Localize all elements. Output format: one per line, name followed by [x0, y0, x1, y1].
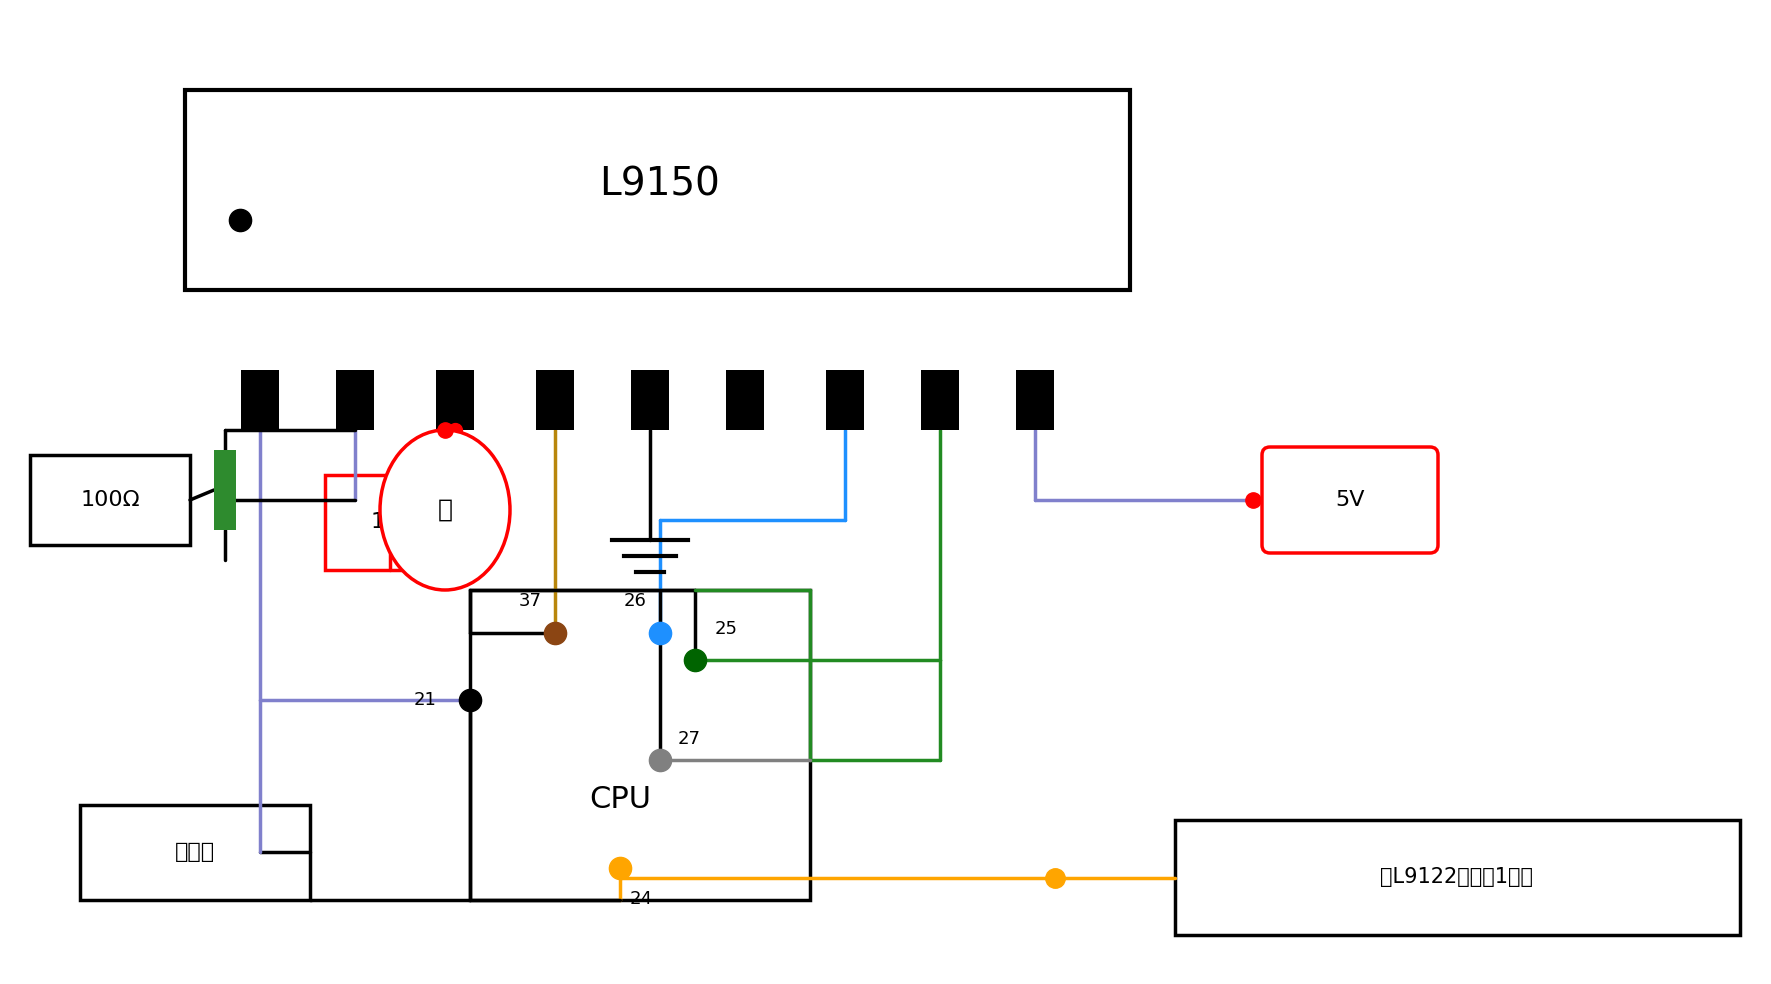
Text: L9150: L9150: [600, 166, 721, 204]
Bar: [825, 370, 864, 430]
FancyBboxPatch shape: [1263, 447, 1438, 553]
Bar: [30, 455, 189, 545]
Text: 空: 空: [437, 498, 453, 522]
Bar: [184, 90, 1130, 290]
Bar: [241, 370, 280, 430]
Bar: [436, 370, 475, 430]
Bar: [537, 370, 574, 430]
Bar: [1174, 820, 1739, 935]
Bar: [630, 370, 669, 430]
Text: 100Ω: 100Ω: [80, 490, 140, 510]
Text: 26: 26: [623, 592, 646, 610]
Bar: [726, 370, 763, 430]
Text: 5V: 5V: [1335, 490, 1365, 510]
Text: 21: 21: [414, 691, 437, 709]
Bar: [469, 590, 809, 900]
Bar: [214, 450, 236, 530]
Text: CPU: CPU: [590, 785, 652, 815]
Bar: [336, 370, 374, 430]
Text: 12V: 12V: [370, 512, 414, 532]
Text: 37: 37: [519, 592, 542, 610]
Text: 喀油器: 喀油器: [175, 842, 214, 862]
Text: 25: 25: [715, 620, 739, 638]
Bar: [326, 475, 460, 570]
Ellipse shape: [381, 430, 510, 590]
Text: 到L9122芯片的1号脚: 到L9122芯片的1号脚: [1381, 867, 1534, 887]
Bar: [80, 805, 310, 900]
Text: 27: 27: [678, 730, 701, 748]
Bar: [921, 370, 960, 430]
Bar: [1017, 370, 1054, 430]
Text: 24: 24: [630, 890, 653, 908]
